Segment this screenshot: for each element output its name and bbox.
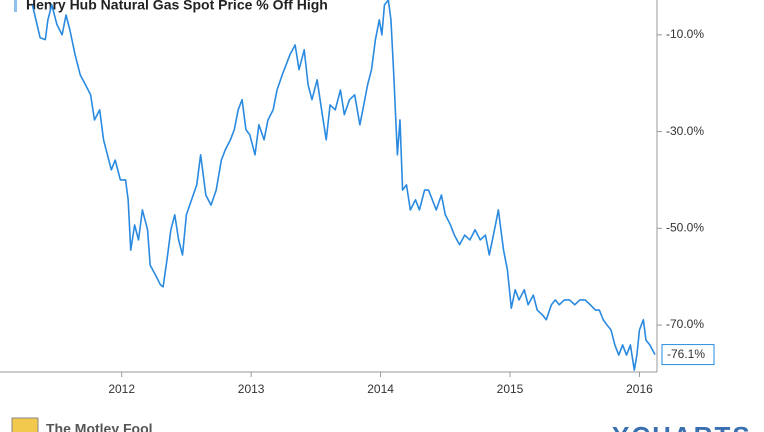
- x-tick-label: 2016: [626, 382, 653, 396]
- footer-source: The Motley Fool: [46, 421, 153, 432]
- line-series: [31, 0, 656, 371]
- legend-label: Henry Hub Natural Gas Spot Price % Off H…: [26, 0, 328, 13]
- legend-swatch: [14, 0, 17, 12]
- y-tick-label: -50.0%: [666, 220, 704, 234]
- x-tick-label: 2012: [108, 382, 135, 396]
- value-label-box: [661, 344, 715, 366]
- footer-brand: YCHARTS: [612, 421, 752, 432]
- y-tick-label: -10.0%: [666, 27, 704, 41]
- logo: [11, 417, 39, 432]
- x-tick-label: 2014: [367, 382, 394, 396]
- value-label: -76.1%: [667, 347, 705, 361]
- x-tick-label: 2013: [238, 382, 265, 396]
- y-tick-label: -30.0%: [666, 124, 704, 138]
- x-tick-label: 2015: [497, 382, 524, 396]
- y-tick-label: -70.0%: [666, 317, 704, 331]
